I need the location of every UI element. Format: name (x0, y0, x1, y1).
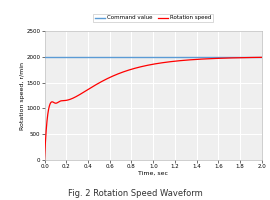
Rotation speed (146, 64, 149, 66)
Rotation speed (43, 159, 46, 161)
Rotation speed (243, 56, 246, 59)
Command value (43, 56, 46, 58)
Rotation speed (134, 67, 137, 69)
Rotation speed (254, 56, 257, 59)
Y-axis label: Rotation speed, r/min: Rotation speed, r/min (20, 62, 25, 130)
Legend: Command value, Rotation speed: Command value, Rotation speed (93, 14, 213, 22)
Command value (152, 56, 155, 58)
Rotation speed (260, 56, 264, 59)
Rotation speed (201, 58, 204, 60)
Text: Fig. 2 Rotation Speed Waveform: Fig. 2 Rotation Speed Waveform (68, 189, 202, 198)
X-axis label: Time, sec: Time, sec (138, 171, 168, 176)
Line: Rotation speed: Rotation speed (45, 57, 262, 160)
Rotation speed (136, 66, 139, 69)
